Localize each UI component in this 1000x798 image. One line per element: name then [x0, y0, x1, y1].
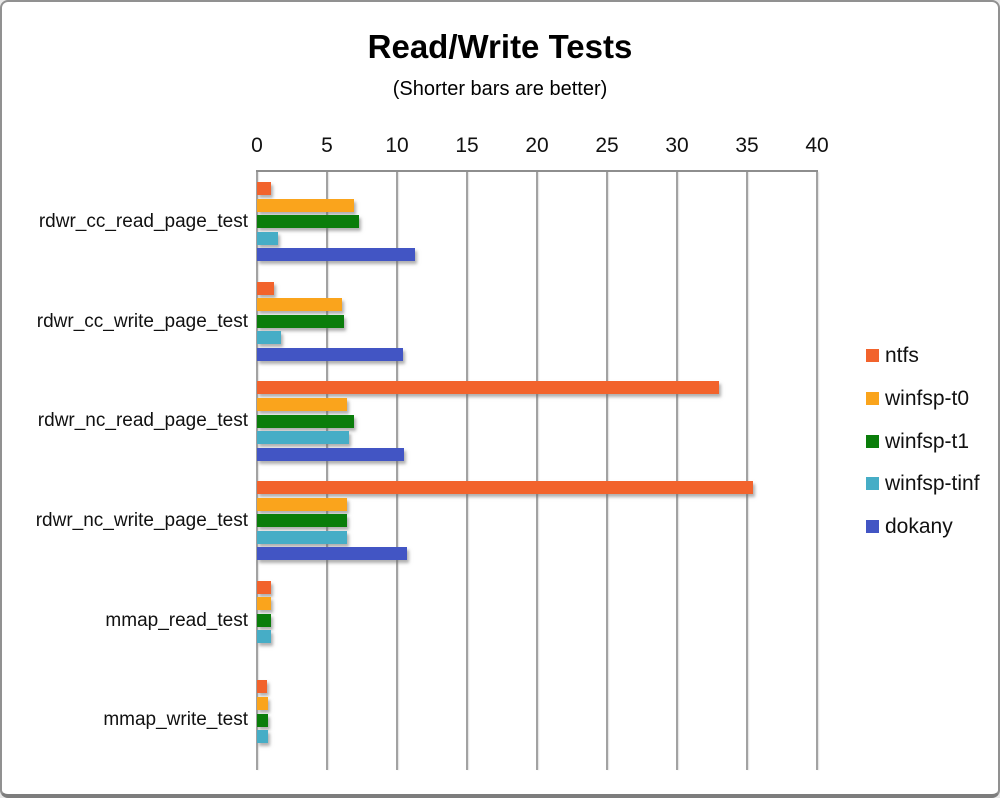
chart-subtitle: (Shorter bars are better)	[392, 78, 608, 100]
chart-header: Read/Write Tests (Shorter bars are bette…	[2, 28, 998, 101]
x-axis-line	[256, 170, 818, 172]
x-axis-tick: 35	[735, 134, 759, 157]
gridline-x30	[676, 172, 678, 770]
bar-ntfs-rdwr_nc_read_page_test	[257, 381, 719, 395]
legend-swatch-dokany	[866, 520, 879, 533]
x-axis-tick: 30	[665, 134, 689, 157]
legend-label: ntfs	[885, 344, 919, 367]
bar-winfsp-t1-rdwr_cc_write_page_test	[257, 314, 344, 328]
category-label: rdwr_cc_write_page_test	[36, 310, 248, 332]
category-label: rdwr_nc_write_page_test	[35, 509, 248, 531]
gridline-x35	[746, 172, 748, 770]
x-axis-tick: 20	[525, 134, 549, 157]
gridline-x20	[536, 172, 538, 770]
bar-winfsp-t0-rdwr_cc_write_page_test	[257, 298, 343, 312]
bar-winfsp-tinf-rdwr_nc_read_page_test	[257, 431, 350, 445]
category-label: mmap_write_test	[103, 709, 248, 731]
gridline-x5	[326, 172, 328, 770]
bar-winfsp-tinf-rdwr_nc_write_page_test	[257, 530, 347, 544]
bar-winfsp-t1-rdwr_nc_read_page_test	[257, 414, 354, 428]
category-label: rdwr_cc_read_page_test	[38, 210, 248, 232]
bar-dokany-rdwr_cc_write_page_test	[257, 348, 403, 362]
legend-swatch-winfsp-tinf	[866, 477, 879, 491]
x-axis-tick: 15	[455, 134, 479, 157]
bar-ntfs-rdwr_cc_read_page_test	[257, 182, 271, 195]
gridline-x15	[466, 172, 468, 770]
bar-winfsp-t0-mmap_write_test	[257, 696, 269, 710]
bar-ntfs-rdwr_nc_write_page_test	[257, 481, 753, 494]
bar-dokany-rdwr_nc_write_page_test	[257, 547, 407, 561]
legend-label: dokany	[885, 515, 953, 538]
bar-ntfs-mmap_read_test	[257, 580, 271, 594]
bar-winfsp-t0-rdwr_cc_read_page_test	[257, 198, 354, 212]
gridline-x0	[256, 172, 258, 770]
bar-ntfs-rdwr_cc_write_page_test	[257, 281, 274, 295]
bar-winfsp-t1-rdwr_nc_write_page_test	[257, 514, 347, 528]
bar-ntfs-mmap_write_test	[257, 680, 267, 694]
bar-winfsp-t1-rdwr_cc_read_page_test	[257, 215, 360, 229]
x-axis-tick: 25	[595, 134, 619, 157]
gridline-x10	[396, 172, 398, 770]
chart-title: Read/Write Tests	[367, 28, 633, 65]
bar-dokany-rdwr_cc_read_page_test	[257, 248, 416, 262]
bar-winfsp-t0-mmap_read_test	[257, 597, 271, 611]
bar-winfsp-t1-mmap_read_test	[257, 613, 271, 627]
gridline-x25	[606, 172, 608, 770]
legend-label: winfsp-t1	[885, 429, 970, 453]
bar-winfsp-t1-mmap_write_test	[257, 713, 269, 727]
bar-winfsp-tinf-rdwr_cc_write_page_test	[257, 331, 281, 345]
legend-swatch-winfsp-t1	[866, 434, 879, 448]
category-label: rdwr_nc_read_page_test	[37, 410, 248, 432]
x-axis-tick: 40	[805, 134, 829, 157]
bar-winfsp-t0-rdwr_nc_write_page_test	[257, 497, 347, 511]
bar-winfsp-tinf-rdwr_cc_read_page_test	[257, 231, 278, 245]
legend-swatch-ntfs	[866, 349, 879, 362]
category-label: mmap_read_test	[105, 609, 248, 631]
legend-swatch-winfsp-t0	[866, 391, 879, 405]
legend-label: winfsp-tinf	[885, 472, 980, 496]
x-axis-tick: 10	[385, 134, 409, 157]
bar-dokany-rdwr_nc_read_page_test	[257, 447, 404, 461]
bar-winfsp-t0-rdwr_nc_read_page_test	[257, 397, 347, 411]
bar-winfsp-tinf-mmap_read_test	[257, 630, 271, 644]
bar-winfsp-tinf-mmap_write_test	[257, 730, 269, 744]
legend-label: winfsp-t0	[885, 386, 970, 410]
x-axis-tick: 5	[321, 134, 333, 157]
gridline-x40	[816, 172, 818, 770]
x-axis-tick: 0	[251, 134, 263, 157]
